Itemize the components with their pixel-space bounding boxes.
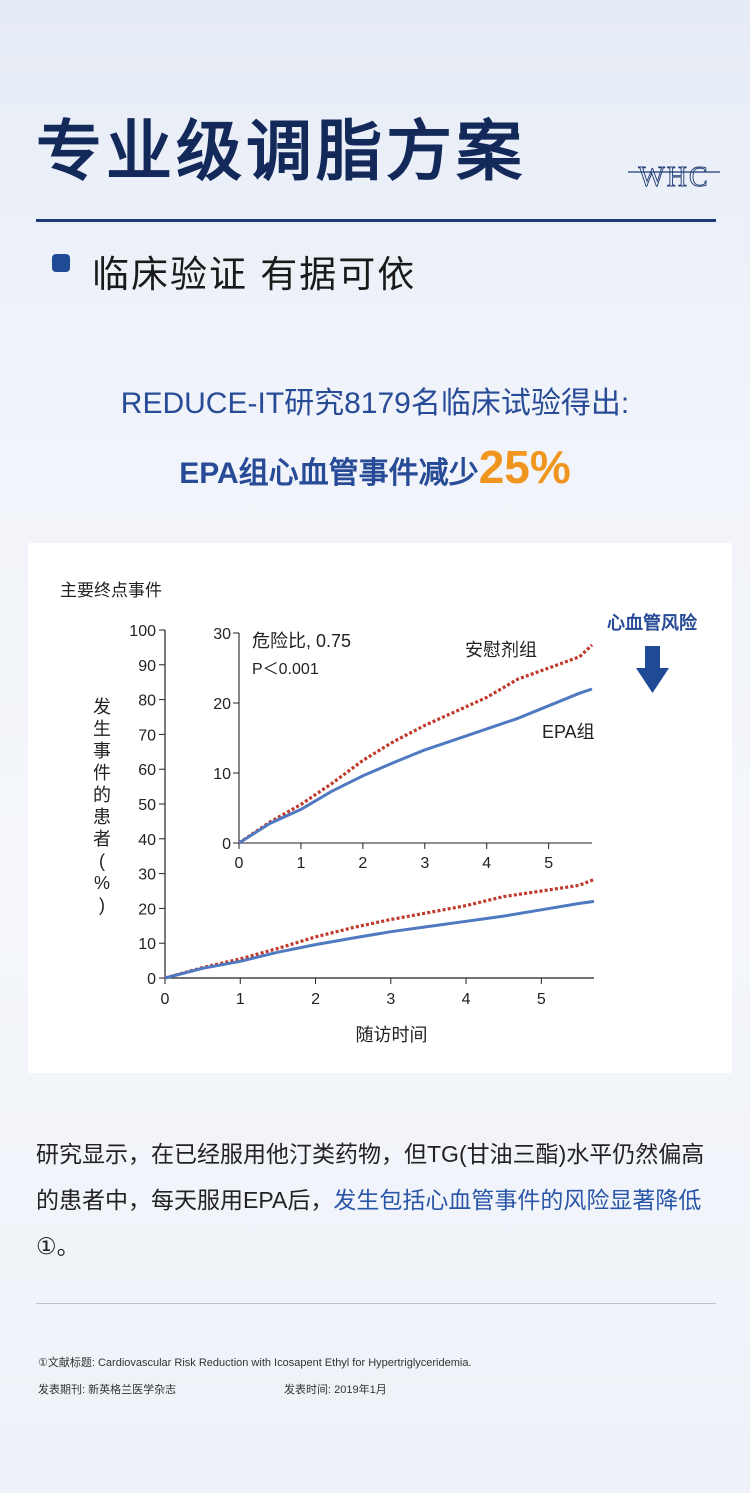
epa-series-label: EPA组 bbox=[542, 722, 595, 742]
inset-epa-series-line bbox=[238, 687, 593, 845]
y-axis-label-char: 者 bbox=[93, 829, 111, 849]
y-axis-label-char: 事 bbox=[93, 741, 111, 761]
hazard-ratio-annotation: 危险比, 0.75 bbox=[252, 631, 351, 651]
body-tail: ①。 bbox=[36, 1233, 80, 1259]
y-tick-label: 10 bbox=[138, 936, 156, 953]
brand-text: WHC bbox=[638, 162, 709, 193]
x-axis-label: 随访时间 bbox=[356, 1025, 428, 1045]
page-title: 专业级调脂方案 bbox=[36, 114, 526, 188]
chart-card: 主要终点事件 0 10 20 30 40 50 60 70 80 90 100 0 1 2 3 4 5 随访时间发生… bbox=[28, 543, 732, 1073]
y-tick-label: 100 bbox=[129, 623, 156, 640]
inset-x-tick-label: 3 bbox=[420, 855, 429, 872]
y-tick-label: 50 bbox=[138, 797, 156, 814]
inset-y-tick-label: 0 bbox=[222, 836, 231, 853]
y-tick-label: 20 bbox=[138, 901, 156, 918]
y-tick-label: 70 bbox=[138, 727, 156, 744]
reference-title: ①文献标题: Cardiovascular Risk Reduction wit… bbox=[38, 1357, 472, 1369]
inset-y-tick-label: 30 bbox=[213, 626, 231, 643]
y-axis-label-char: ) bbox=[99, 895, 105, 915]
subtitle: 临床验证 有据可依 bbox=[92, 254, 417, 295]
y-axis-label-char: 发 bbox=[93, 697, 111, 717]
footer-divider bbox=[36, 1303, 716, 1304]
x-tick-label: 5 bbox=[537, 991, 546, 1008]
inset-x-tick-label: 1 bbox=[296, 855, 305, 872]
chart-title: 主要终点事件 bbox=[60, 581, 162, 600]
y-axis-label-char: 患 bbox=[93, 807, 111, 827]
y-axis-label-char: 件 bbox=[93, 763, 111, 783]
y-tick-label: 90 bbox=[138, 658, 156, 675]
y-axis-label-char: 的 bbox=[93, 785, 111, 805]
title-divider bbox=[36, 219, 716, 222]
headline-line2: EPA组心血管事件减少25% bbox=[0, 440, 750, 494]
reference-journal: 发表期刊: 新英格兰医学杂志 bbox=[38, 1384, 177, 1396]
epa-series-line bbox=[164, 899, 595, 980]
body-plain: 研究显示，在已经服用他汀类药物，但TG(甘油三酯)水平仍然偏高的患者中，每天服用… bbox=[36, 1141, 705, 1213]
down-arrow-icon bbox=[636, 646, 669, 693]
inset-x-tick-label: 4 bbox=[482, 855, 491, 872]
y-axis-label-char: ( bbox=[99, 851, 105, 871]
y-tick-label: 30 bbox=[138, 867, 156, 884]
x-tick-label: 0 bbox=[161, 991, 170, 1008]
x-tick-label: 2 bbox=[311, 991, 320, 1008]
bullet-icon bbox=[52, 254, 70, 272]
inset-x-tick-label: 5 bbox=[544, 855, 553, 872]
inset-x-tick-label: 0 bbox=[235, 855, 244, 872]
inset-y-tick-label: 10 bbox=[213, 766, 231, 783]
y-tick-label: 60 bbox=[138, 762, 156, 779]
headline-highlight: 25% bbox=[478, 441, 571, 493]
x-tick-label: 4 bbox=[462, 991, 471, 1008]
headline-prefix: EPA组心血管事件减少 bbox=[179, 457, 479, 490]
headline-line1: REDUCE-IT研究8179名临床试验得出: bbox=[120, 387, 630, 420]
reference-date: 发表时间: 2019年1月 bbox=[284, 1384, 387, 1396]
y-axis-label-char: % bbox=[94, 873, 110, 893]
y-tick-label: 0 bbox=[147, 971, 156, 988]
brand-logo: WHC bbox=[628, 162, 720, 193]
inset-y-tick-label: 20 bbox=[213, 696, 231, 713]
p-value-annotation: P＜0.001 bbox=[252, 661, 319, 678]
y-axis-label-char: 生 bbox=[93, 719, 111, 739]
body-highlight: 发生包括心血管事件的风险显著降低 bbox=[333, 1187, 702, 1213]
placebo-series-label: 安慰剂组 bbox=[465, 640, 537, 660]
cardio-risk-label: 心血管风险 bbox=[607, 612, 698, 633]
x-tick-label: 3 bbox=[386, 991, 395, 1008]
body-text: 研究显示，在已经服用他汀类药物，但TG(甘油三酯)水平仍然偏高的患者中，每天服用… bbox=[36, 1131, 720, 1269]
x-tick-label: 1 bbox=[236, 991, 245, 1008]
placebo-series-line bbox=[164, 878, 595, 980]
y-tick-label: 80 bbox=[138, 693, 156, 710]
inset-x-tick-label: 2 bbox=[358, 855, 367, 872]
y-tick-label: 40 bbox=[138, 832, 156, 849]
inset-placebo-series-line bbox=[238, 643, 594, 845]
